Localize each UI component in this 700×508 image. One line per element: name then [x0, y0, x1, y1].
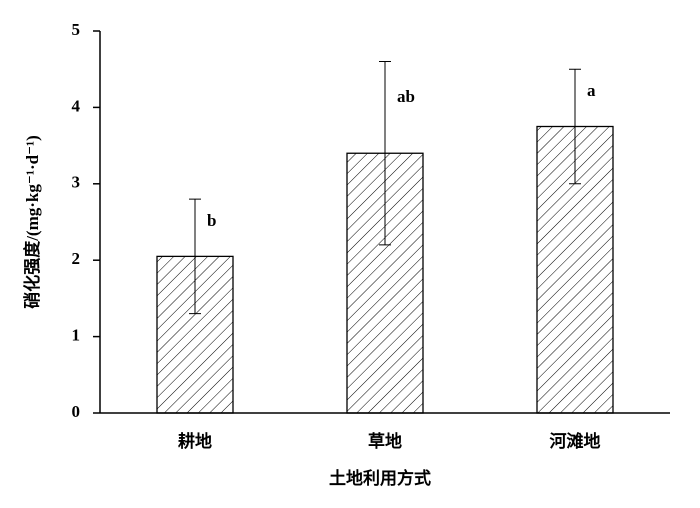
error-bar — [189, 198, 201, 315]
y-tick-label: 5 — [72, 20, 81, 39]
y-tick-label: 4 — [72, 96, 81, 115]
y-tick-label: 2 — [72, 249, 81, 268]
y-tick-label: 3 — [72, 173, 81, 192]
y-tick-label: 0 — [72, 402, 81, 421]
significance-label: ab — [397, 87, 415, 106]
x-tick-label: 草地 — [368, 431, 402, 451]
x-tick-label: 河滩地 — [550, 431, 601, 451]
y-tick-label: 1 — [72, 326, 81, 345]
y-axis-title: 硝化强度/(mg·kg⁻¹·d⁻¹) — [22, 135, 42, 309]
x-tick-label: 耕地 — [178, 431, 212, 451]
error-bar — [569, 68, 581, 185]
x-axis-title: 土地利用方式 — [329, 468, 431, 488]
significance-label: a — [587, 81, 596, 100]
error-bar — [379, 61, 391, 246]
significance-label: b — [207, 211, 216, 230]
